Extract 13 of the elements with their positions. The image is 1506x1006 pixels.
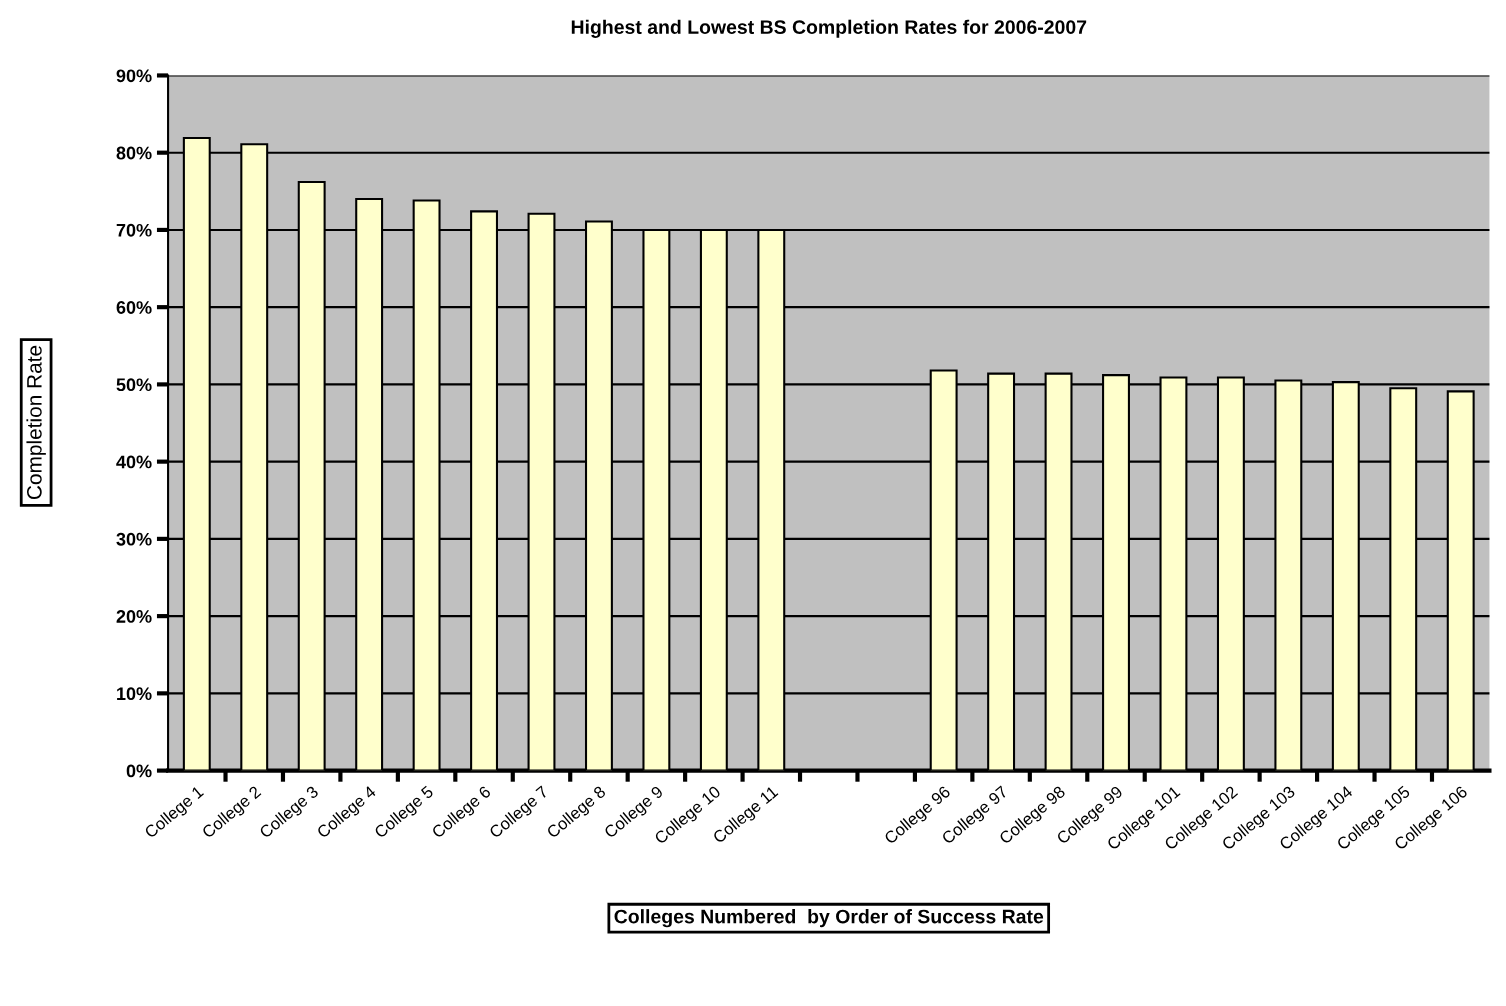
chart-title: Highest and Lowest BS Completion Rates for 2006-2007: [571, 19, 1087, 38]
y-axis-title: Completion Rate: [26, 345, 46, 500]
y-tick-label: 0%: [126, 764, 152, 778]
y-tick-label: 70%: [116, 223, 152, 237]
x-axis-title: Colleges Numbered by Order of Success Rate: [614, 909, 1044, 928]
y-tick-label: 80%: [116, 146, 152, 160]
y-tick-label: 20%: [116, 610, 152, 623]
y-tick-label: 50%: [116, 378, 152, 392]
y-tick-label: 10%: [117, 687, 152, 701]
y-tick-label: 90%: [116, 69, 152, 83]
y-tick-label: 30%: [116, 532, 152, 546]
y-tick-label: 40%: [116, 455, 152, 469]
y-tick-label: 60%: [116, 301, 152, 314]
